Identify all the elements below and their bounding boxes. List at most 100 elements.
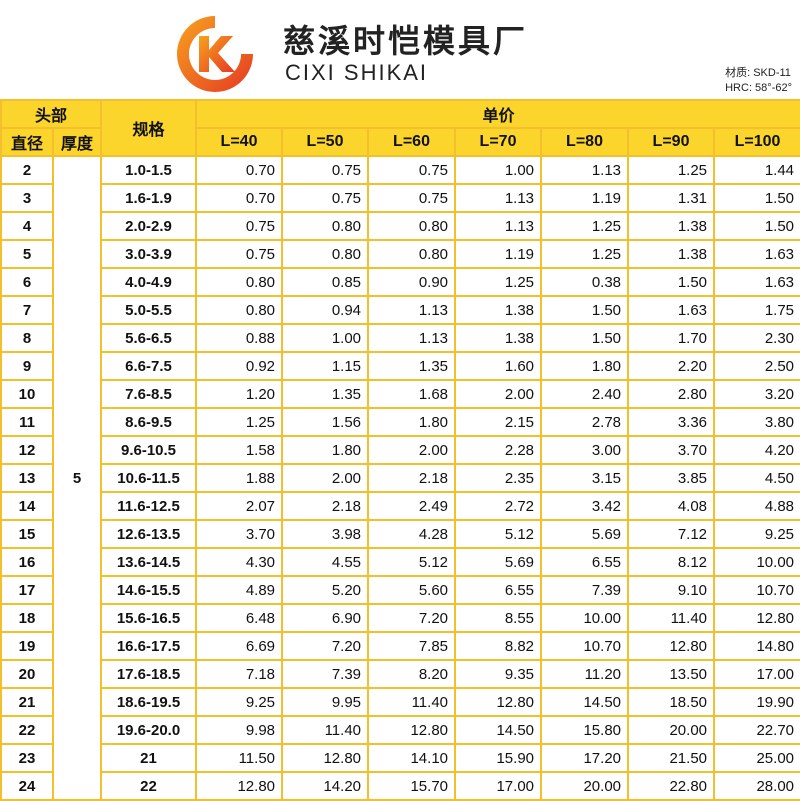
cell-price: 7.12 xyxy=(627,519,716,549)
company-logo-icon: K xyxy=(177,16,253,92)
cell-price: 10.00 xyxy=(713,547,800,577)
cell-price: 11.40 xyxy=(367,687,457,717)
cell-price: 9.25 xyxy=(713,519,800,549)
cell-price: 0.80 xyxy=(281,239,370,269)
cell-price: 1.15 xyxy=(281,351,370,381)
cell-price: 6.48 xyxy=(195,603,284,633)
table-row: 14 11.6-12.5 2.07 2.18 2.49 2.72 3.42 4.08 4.88 xyxy=(0,491,800,521)
cell-price: 3.20 xyxy=(713,379,800,409)
cell-price: 4.28 xyxy=(367,519,457,549)
table-row: 2 5 1.0-1.5 0.70 0.75 0.75 1.00 1.13 1.25 1.44 xyxy=(0,155,800,801)
cell-price: 1.80 xyxy=(367,407,457,437)
cell-diameter: 6 xyxy=(0,267,54,297)
header-unit-price: 单价 xyxy=(195,99,800,129)
cell-price: 2.00 xyxy=(281,463,370,493)
cell-price: 7.85 xyxy=(367,631,457,661)
cell-price: 0.75 xyxy=(195,239,284,269)
cell-price: 15.70 xyxy=(367,771,457,801)
cell-price: 14.10 xyxy=(367,743,457,773)
cell-price: 1.38 xyxy=(627,239,716,269)
cell-price: 1.50 xyxy=(540,323,630,353)
cell-price: 5.20 xyxy=(281,575,370,605)
cell-price: 2.07 xyxy=(195,491,284,521)
cell-price: 10.70 xyxy=(713,575,800,605)
cell-price: 3.80 xyxy=(713,407,800,437)
cell-price: 1.80 xyxy=(540,351,630,381)
cell-diameter: 10 xyxy=(0,379,54,409)
table-row: 8 5.6-6.5 0.88 1.00 1.13 1.38 1.50 1.70 2.30 xyxy=(0,323,800,353)
cell-price: 1.38 xyxy=(454,295,543,325)
cell-price: 14.80 xyxy=(713,631,800,661)
cell-diameter: 16 xyxy=(0,547,54,577)
cell-price: 0.94 xyxy=(281,295,370,325)
cell-price: 22.80 xyxy=(627,771,716,801)
cell-price: 6.55 xyxy=(540,547,630,577)
cell-price: 1.50 xyxy=(713,211,800,241)
cell-spec: 17.6-18.5 xyxy=(100,659,198,689)
table-row: 19 16.6-17.5 6.69 7.20 7.85 8.82 10.70 12.80 14.… xyxy=(0,631,800,661)
cell-price: 12.80 xyxy=(281,743,370,773)
table-row: 21 18.6-19.5 9.25 9.95 11.40 12.80 14.50 18.50 1… xyxy=(0,687,800,717)
cell-price: 1.80 xyxy=(281,435,370,465)
cell-price: 3.36 xyxy=(627,407,716,437)
table-row: 20 17.6-18.5 7.18 7.39 8.20 9.35 11.20 13.50 17.… xyxy=(0,659,800,689)
cell-spec: 13.6-14.5 xyxy=(100,547,198,577)
cell-price: 1.38 xyxy=(627,211,716,241)
cell-price: 0.80 xyxy=(367,211,457,241)
cell-price: 1.38 xyxy=(454,323,543,353)
cell-price: 0.80 xyxy=(195,267,284,297)
cell-price: 1.75 xyxy=(713,295,800,325)
cell-diameter: 11 xyxy=(0,407,54,437)
header-length: L=90 xyxy=(627,127,716,157)
cell-spec: 8.6-9.5 xyxy=(100,407,198,437)
cell-price: 8.12 xyxy=(627,547,716,577)
cell-price: 4.20 xyxy=(713,435,800,465)
cell-price: 12.80 xyxy=(713,603,800,633)
cell-price: 1.68 xyxy=(367,379,457,409)
cell-price: 1.63 xyxy=(627,295,716,325)
cell-spec: 15.6-16.5 xyxy=(100,603,198,633)
table-row: 17 14.6-15.5 4.89 5.20 5.60 6.55 7.39 9.10 10.70 xyxy=(0,575,800,605)
cell-price: 1.70 xyxy=(627,323,716,353)
cell-price: 21.50 xyxy=(627,743,716,773)
company-name-en: CIXI SHIKAI xyxy=(285,60,429,85)
table-row: 11 8.6-9.5 1.25 1.56 1.80 2.15 2.78 3.36 3.80 xyxy=(0,407,800,437)
cell-diameter: 20 xyxy=(0,659,54,689)
cell-price: 9.35 xyxy=(454,659,543,689)
cell-spec: 5.6-6.5 xyxy=(100,323,198,353)
cell-price: 15.80 xyxy=(540,715,630,745)
table-row: 9 6.6-7.5 0.92 1.15 1.35 1.60 1.80 2.20 2.50 xyxy=(0,351,800,381)
cell-spec: 10.6-11.5 xyxy=(100,463,198,493)
header-thickness: 厚度 xyxy=(51,127,103,157)
cell-price: 0.85 xyxy=(281,267,370,297)
cell-price: 1.44 xyxy=(713,155,800,185)
table-row: 10 7.6-8.5 1.20 1.35 1.68 2.00 2.40 2.80 3.20 xyxy=(0,379,800,409)
cell-price: 2.00 xyxy=(367,435,457,465)
header-length: L=60 xyxy=(367,127,457,157)
cell-spec: 2.0-2.9 xyxy=(100,211,198,241)
cell-price: 17.20 xyxy=(540,743,630,773)
cell-price: 11.50 xyxy=(195,743,284,773)
cell-price: 18.50 xyxy=(627,687,716,717)
cell-spec: 5.0-5.5 xyxy=(100,295,198,325)
cell-price: 1.25 xyxy=(627,155,716,185)
cell-price: 2.80 xyxy=(627,379,716,409)
cell-price: 22.70 xyxy=(713,715,800,745)
cell-price: 13.50 xyxy=(627,659,716,689)
cell-price: 7.39 xyxy=(540,575,630,605)
cell-diameter: 5 xyxy=(0,239,54,269)
cell-price: 12.80 xyxy=(627,631,716,661)
cell-spec: 16.6-17.5 xyxy=(100,631,198,661)
cell-price: 2.28 xyxy=(454,435,543,465)
cell-price: 0.38 xyxy=(540,267,630,297)
cell-price: 2.49 xyxy=(367,491,457,521)
cell-price: 3.00 xyxy=(540,435,630,465)
table-row: 6 4.0-4.9 0.80 0.85 0.90 1.25 0.38 1.50 1.63 xyxy=(0,267,800,297)
cell-price: 0.80 xyxy=(281,211,370,241)
cell-price: 0.70 xyxy=(195,155,284,185)
cell-diameter: 23 xyxy=(0,743,54,773)
cell-diameter: 3 xyxy=(0,183,54,213)
cell-price: 0.80 xyxy=(367,239,457,269)
cell-spec: 12.6-13.5 xyxy=(100,519,198,549)
cell-price: 2.00 xyxy=(454,379,543,409)
